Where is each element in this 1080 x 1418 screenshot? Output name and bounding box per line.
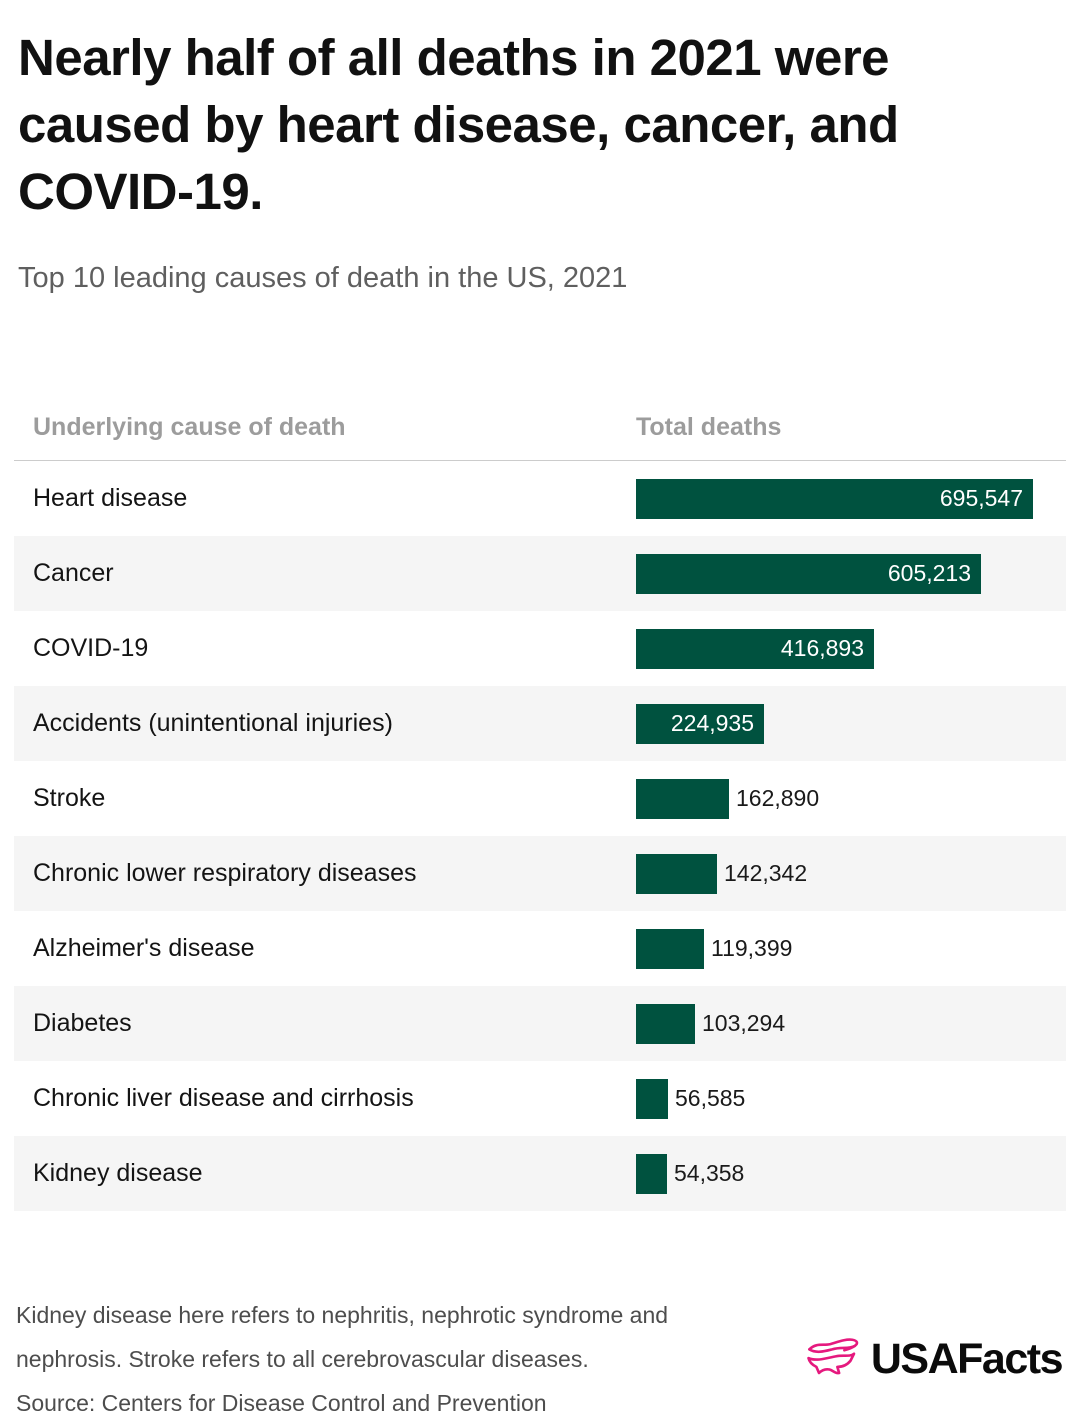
bar[interactable]: 416,893 — [636, 628, 874, 669]
bar-value: 103,294 — [702, 1010, 786, 1036]
bar-cell: 142,342 — [636, 836, 1066, 911]
bar[interactable] — [636, 778, 729, 819]
usafacts-logo-text: USAFacts — [870, 1334, 1064, 1383]
footnotes: Kidney disease here refers to nephritis,… — [16, 1293, 758, 1418]
table-row: COVID-19 416,893 — [14, 611, 1066, 686]
table-row: Alzheimer's disease 119,399 — [14, 911, 1066, 986]
bar[interactable]: 605,213 — [636, 553, 981, 594]
bar-value: 119,399 — [711, 935, 793, 961]
bar-cell: 416,893 — [636, 611, 1066, 686]
bar-cell: 605,213 — [636, 536, 1066, 611]
table-row: Accidents (unintentional injuries) 224,93… — [14, 686, 1066, 761]
bar-cell: 224,935 — [636, 686, 1066, 761]
bar-value: 416,893 — [780, 635, 864, 661]
bar-value: 56,585 — [675, 1085, 746, 1111]
cause-label: Diabetes — [33, 1009, 132, 1037]
chart-subtitle: Top 10 leading causes of death in the US… — [18, 262, 628, 294]
bar[interactable] — [636, 1153, 667, 1194]
bar-value: 162,890 — [736, 785, 820, 811]
cause-label: Chronic liver disease and cirrhosis — [33, 1084, 414, 1112]
cause-label: Cancer — [33, 559, 114, 587]
cause-label: Kidney disease — [33, 1159, 203, 1187]
bar-value: 695,547 — [939, 485, 1023, 511]
bar[interactable]: 224,935 — [636, 703, 764, 744]
bar[interactable] — [636, 1078, 668, 1119]
bar-value: 224,935 — [670, 710, 754, 736]
footnote-text: Kidney disease here refers to nephritis,… — [16, 1302, 669, 1372]
page-title: Nearly half of all deaths in 2021 were c… — [18, 29, 899, 220]
table-row: Heart disease 695,547 — [14, 461, 1066, 536]
bar-cell: 54,358 — [636, 1136, 1066, 1211]
causes-table: Underlying cause of death Total deaths H… — [14, 413, 1066, 1211]
bar-value: 142,342 — [724, 860, 808, 886]
cause-label: COVID-19 — [33, 634, 149, 662]
usafacts-logo[interactable]: USAFacts — [805, 1334, 1064, 1384]
bar[interactable] — [636, 928, 704, 969]
table-row: Diabetes 103,294 — [14, 986, 1066, 1061]
bar[interactable] — [636, 1003, 695, 1044]
bar[interactable] — [636, 853, 717, 894]
table-row: Cancer 605,213 — [14, 536, 1066, 611]
table-row: Stroke 162,890 — [14, 761, 1066, 836]
bar-value: 54,358 — [674, 1160, 745, 1186]
cause-label: Heart disease — [33, 484, 188, 512]
cause-label: Accidents (unintentional injuries) — [33, 709, 393, 737]
cause-label: Alzheimer's disease — [33, 934, 255, 962]
table-row: Kidney disease 54,358 — [14, 1136, 1066, 1211]
bar-cell: 119,399 — [636, 911, 1066, 986]
table-header-row: Underlying cause of death Total deaths — [14, 413, 1066, 460]
usafacts-flag-icon — [807, 1338, 859, 1375]
cause-label: Stroke — [33, 784, 106, 812]
table-row: Chronic liver disease and cirrhosis 56,58… — [14, 1061, 1066, 1136]
table-body: Heart disease 695,547 Cancer 605,213 COVID-1… — [14, 460, 1066, 1211]
footer: Kidney disease here refers to nephritis,… — [16, 1293, 1064, 1418]
column-header-total-deaths: Total deaths — [636, 413, 782, 441]
bar-cell: 103,294 — [636, 986, 1066, 1061]
bar[interactable]: 695,547 — [636, 478, 1033, 519]
bar-value: 605,213 — [887, 560, 971, 586]
source-line: Source: Centers for Disease Control and … — [16, 1390, 547, 1416]
bar-cell: 695,547 — [636, 461, 1066, 536]
bar-cell: 56,585 — [636, 1061, 1066, 1136]
bar-cell: 162,890 — [636, 761, 1066, 836]
table-row: Chronic lower respiratory diseases 142,34… — [14, 836, 1066, 911]
column-header-cause: Underlying cause of death — [33, 413, 346, 441]
cause-label: Chronic lower respiratory diseases — [33, 859, 417, 887]
